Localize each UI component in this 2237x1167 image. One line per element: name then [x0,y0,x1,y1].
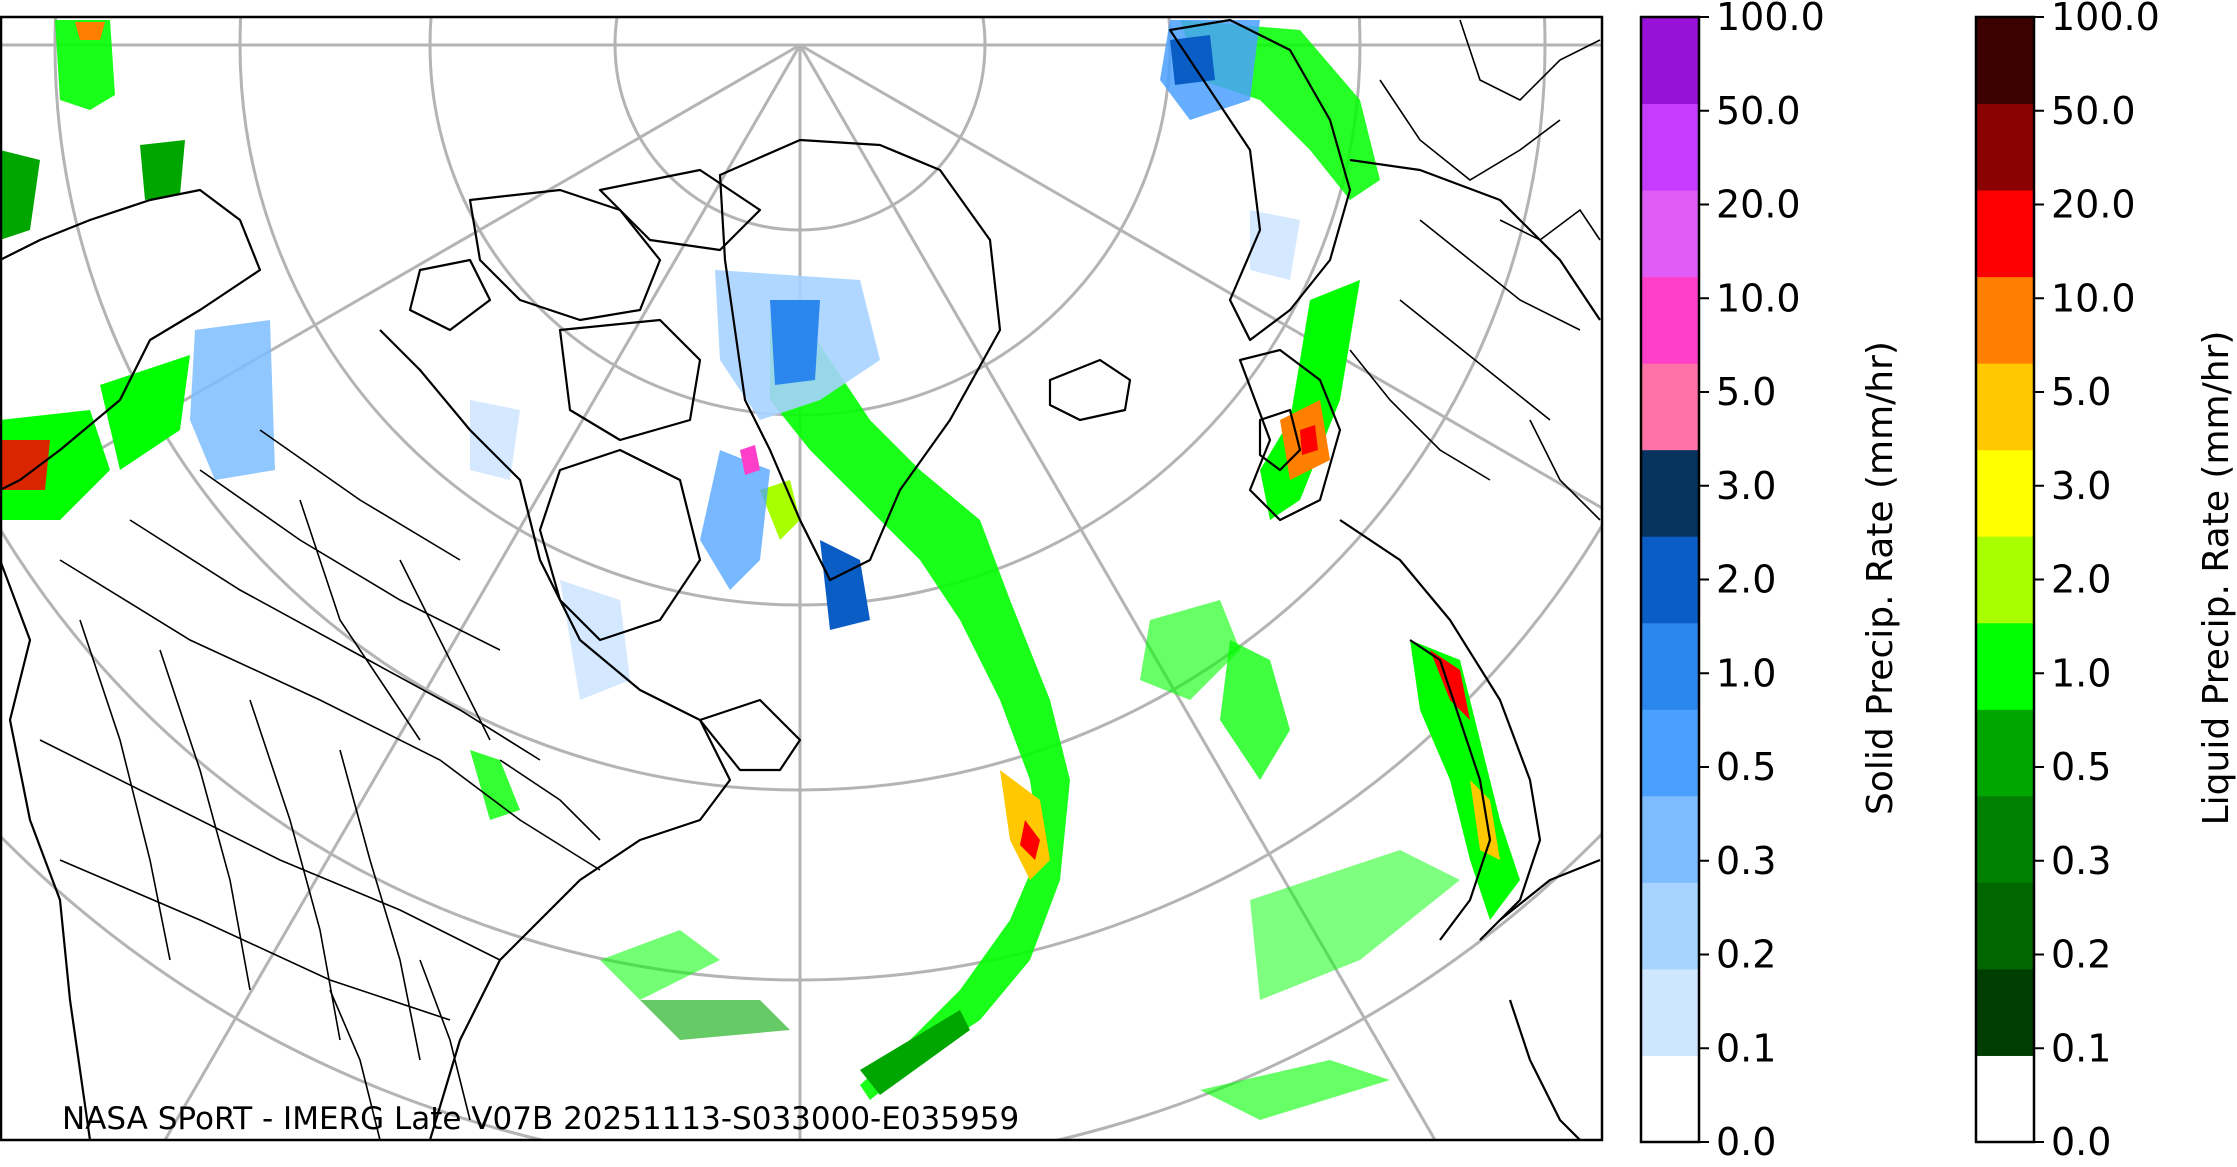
liquid-colorbar-swatch [1976,795,2034,883]
liquid-colorbar-title: Liquid Precip. Rate (mm/hr) [2196,331,2237,826]
liquid-colorbar-tick-label: 0.1 [2051,1026,2111,1070]
liquid-colorbar-swatch [1976,709,2034,797]
solid-colorbar-tick-label: 20.0 [1716,183,1801,227]
map-panel: NASA SPoRT - IMERG Late V07B 20251113-S0… [1,17,1602,1140]
solid-colorbar-tick-label: 100.0 [1716,0,1825,39]
liquid-colorbar-swatch [1976,449,2034,537]
solid-colorbar-swatch [1641,363,1699,451]
solid-colorbar-tick-label: 50.0 [1716,89,1801,133]
liquid-colorbar-tick-label: 0.5 [2051,745,2111,789]
liquid-colorbar-swatch [1976,363,2034,451]
solid-precip-colorbar: 0.0 0.1 0.2 0.3 0.5 1.0 2.0 3.0 5.0 10.0 20.0 50.0 1… [1639,0,1901,1164]
solid-colorbar-title: Solid Precip. Rate (mm/hr) [1860,341,1901,815]
liquid-colorbar-swatch [1976,103,2034,191]
solid-colorbar-tick-label: 10.0 [1716,276,1801,320]
liquid-colorbar-swatch [1976,882,2034,970]
solid-colorbar-swatch [1641,968,1699,1056]
liquid-colorbar-tick-label: 0.3 [2051,839,2111,883]
solid-colorbar-tick-label: 0.3 [1716,839,1776,883]
liquid-colorbar-swatch [1976,622,2034,710]
solid-colorbar-swatch [1641,17,1699,105]
liquid-colorbar-tick-label: 5.0 [2051,370,2111,414]
solid-colorbar-swatch [1641,536,1699,624]
solid-colorbar-swatch [1641,276,1699,364]
liquid-colorbar-tick-label: 1.0 [2051,651,2111,695]
political-borders [39,19,1601,1140]
solid-colorbar-tick-label: 0.0 [1716,1120,1776,1164]
liquid-colorbar-tick-label: 10.0 [2051,276,2136,320]
solid-colorbar-tick-label: 3.0 [1716,464,1776,508]
liquid-precip-colorbar: 0.0 0.1 0.2 0.3 0.5 1.0 2.0 3.0 5.0 10.0 20.0 50.0 1… [1974,0,2237,1164]
solid-colorbar-tick-label: 0.1 [1716,1026,1776,1070]
solid-colorbar-tick-label: 0.2 [1716,933,1776,977]
liquid-colorbar-tick-label: 3.0 [2051,464,2111,508]
liquid-colorbar-swatch [1976,1055,2034,1143]
solid-colorbar-swatch [1641,190,1699,278]
liquid-colorbar-tick-label: 2.0 [2051,558,2111,602]
solid-colorbar-tick-label: 5.0 [1716,370,1776,414]
liquid-colorbar-swatch [1976,17,2034,105]
solid-colorbar-swatch [1641,103,1699,191]
solid-colorbar-tick-label: 1.0 [1716,651,1776,695]
solid-colorbar-swatch [1641,709,1699,797]
map-credit-label: NASA SPoRT - IMERG Late V07B 20251113-S0… [62,1101,1019,1137]
solid-precip-overlay [190,20,1300,700]
solid-colorbar-swatch [1641,449,1699,537]
liquid-colorbar-swatch [1976,536,2034,624]
solid-colorbar-swatch [1641,1055,1699,1143]
liquid-colorbar-tick-label: 0.0 [2051,1120,2111,1164]
liquid-colorbar-swatch [1976,190,2034,278]
solid-colorbar-tick-label: 0.5 [1716,745,1776,789]
solid-colorbar-swatch [1641,795,1699,883]
map-frame [0,15,1604,1142]
liquid-colorbar-tick-label: 100.0 [2051,0,2160,39]
liquid-colorbar-swatch [1976,276,2034,364]
liquid-colorbar-tick-label: 0.2 [2051,933,2111,977]
solid-colorbar-swatch [1641,622,1699,710]
coastlines [1,18,1601,1140]
liquid-colorbar-tick-label: 50.0 [2051,89,2136,133]
liquid-colorbar-swatch [1976,968,2034,1056]
solid-colorbar-swatch [1641,882,1699,970]
liquid-colorbar-tick-label: 20.0 [2051,183,2136,227]
solid-colorbar-tick-label: 2.0 [1716,558,1776,602]
